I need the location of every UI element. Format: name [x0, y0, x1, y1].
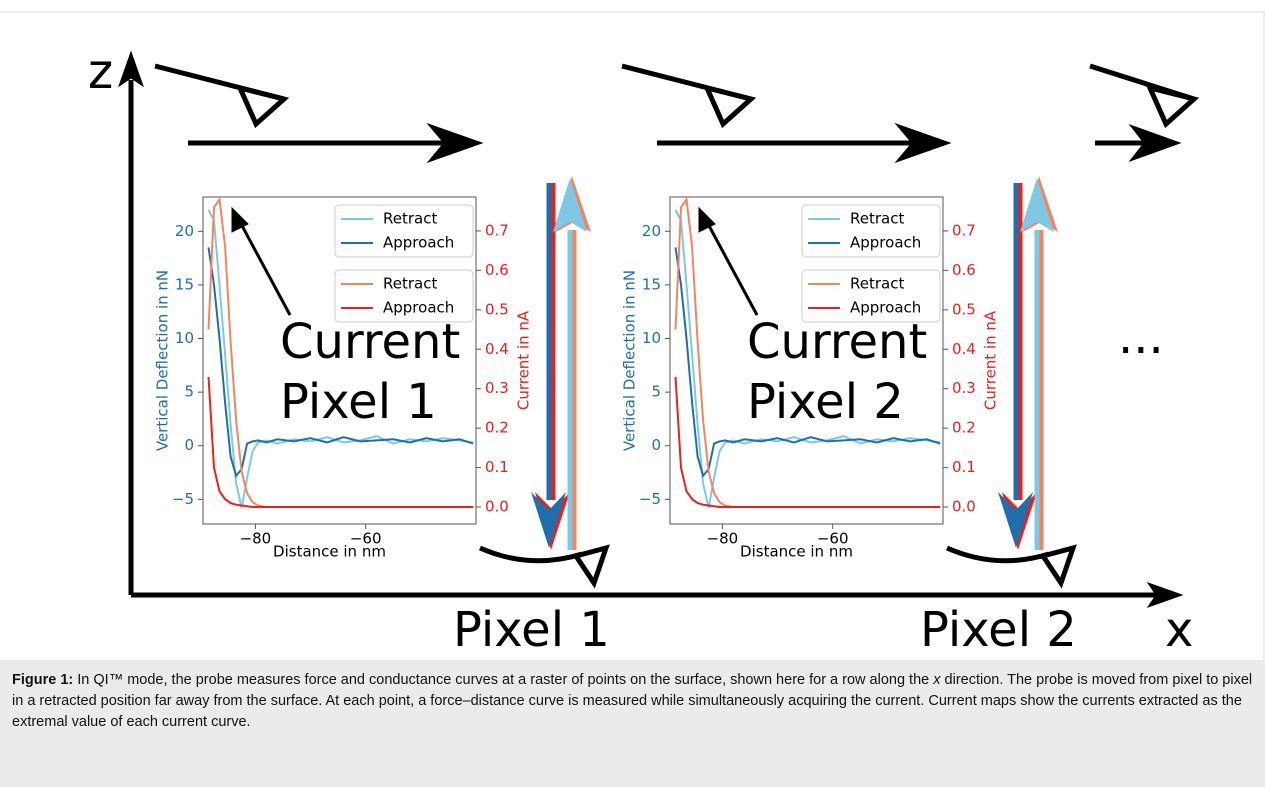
cantilever	[945, 544, 1077, 589]
move-arrow	[657, 122, 952, 164]
approach-arrow	[998, 176, 1058, 550]
annotation-arrow	[698, 206, 759, 316]
y-axis-label: Vertical Deflection in nN	[621, 270, 639, 451]
current-label: Current	[747, 314, 927, 370]
legend-label: Retract	[850, 275, 904, 293]
x-tick-label: −80	[707, 530, 739, 548]
legend-label: Approach	[383, 234, 454, 252]
y2-tick-label: 0.6	[952, 261, 976, 279]
figure: −80 −60 −5 0 5 10 15 20 0.0 0.1 0.2 0.3 0.4 0.5 0.6 0.7…	[0, 11, 1265, 660]
y-tick-label: 10	[642, 329, 661, 347]
line-series	[674, 209, 941, 509]
cantilever	[621, 63, 757, 129]
x-tick-label: −60	[350, 530, 382, 548]
arrowhead	[118, 50, 144, 88]
x-axis-label: Distance in nm	[740, 543, 853, 561]
x-tick-label: −80	[240, 530, 272, 548]
y-tick-label: 0	[651, 436, 661, 454]
pixel-label: Pixel 1	[453, 602, 610, 658]
line-series	[674, 247, 941, 478]
current-label: Pixel 2	[747, 374, 904, 430]
cantilever	[154, 63, 290, 129]
x-axis-label: Distance in nm	[273, 543, 386, 561]
y-tick-label: 15	[175, 275, 194, 293]
y-tick-label: −5	[172, 490, 194, 508]
annotation-arrow	[231, 206, 292, 316]
y-tick-label: 5	[651, 383, 661, 401]
y2-axis-label: Current in nA	[982, 310, 1000, 410]
y2-tick-label: 0.1	[952, 458, 976, 476]
line-series	[207, 209, 474, 509]
y-tick-label: −5	[639, 490, 661, 508]
y2-tick-label: 0.2	[485, 419, 509, 437]
y-tick-label: 0	[184, 436, 194, 454]
y2-tick-label: 0.3	[952, 379, 976, 397]
z-label: z	[88, 44, 113, 100]
diagram	[118, 50, 1200, 608]
y2-axis-label: Current in nA	[515, 310, 533, 410]
current-label: Pixel 1	[280, 374, 437, 430]
x-tick-label: −60	[817, 530, 849, 548]
labels: z x Pixel 1 Pixel 2 Current Pixel 1 Curr…	[88, 44, 1193, 658]
cantilever	[1089, 63, 1200, 129]
y-tick-label: 5	[184, 383, 194, 401]
legend-label: Approach	[383, 299, 454, 317]
y-tick-label: 20	[175, 222, 194, 240]
current-label: Current	[280, 314, 460, 370]
legend-label: Retract	[383, 210, 437, 228]
cantilever	[478, 544, 610, 589]
legend-label: Approach	[850, 234, 921, 252]
legend-label: Retract	[383, 275, 437, 293]
y-tick-label: 15	[642, 275, 661, 293]
y2-tick-label: 0.0	[485, 498, 509, 516]
caption: Figure 1: In QI™ mode, the probe measure…	[0, 660, 1265, 787]
y2-tick-label: 0.4	[485, 340, 509, 358]
caption-text: In QI™ mode, the probe measures force an…	[77, 672, 930, 688]
arrowhead	[1146, 582, 1184, 608]
line-series	[674, 376, 941, 508]
move-arrow	[1095, 123, 1182, 163]
caption-text: direction. The probe is moved from pixel…	[12, 672, 1253, 730]
y2-tick-label: 0.1	[485, 458, 509, 476]
y2-tick-label: 0.3	[485, 379, 509, 397]
y2-tick-label: 0.4	[952, 340, 976, 358]
y-tick-label: 10	[175, 329, 194, 347]
pixel-label: Pixel 2	[920, 602, 1077, 658]
legend-label: Retract	[850, 210, 904, 228]
x-label: x	[1165, 602, 1193, 658]
y2-tick-label: 0.5	[485, 300, 509, 318]
continuation: ...	[1118, 309, 1164, 365]
y2-tick-label: 0.7	[485, 221, 509, 239]
y-tick-label: 20	[642, 222, 661, 240]
charts: −80 −60 −5 0 5 10 15 20 0.0 0.1 0.2 0.3 0.4 0.5 0.6 0.7…	[154, 196, 1000, 561]
legend-label: Approach	[850, 299, 921, 317]
y2-tick-label: 0.6	[485, 261, 509, 279]
caption-emphasis: x	[933, 672, 941, 688]
y2-tick-label: 0.5	[952, 300, 976, 318]
move-arrow	[188, 122, 484, 164]
y2-tick-label: 0.2	[952, 419, 976, 437]
approach-arrow	[531, 176, 591, 550]
y-axis-label: Vertical Deflection in nN	[154, 270, 172, 451]
y2-tick-label: 0.0	[952, 498, 976, 516]
y2-tick-label: 0.7	[952, 221, 976, 239]
line-series	[207, 247, 474, 478]
line-series	[207, 376, 474, 508]
caption-label: Figure 1:	[12, 672, 74, 688]
